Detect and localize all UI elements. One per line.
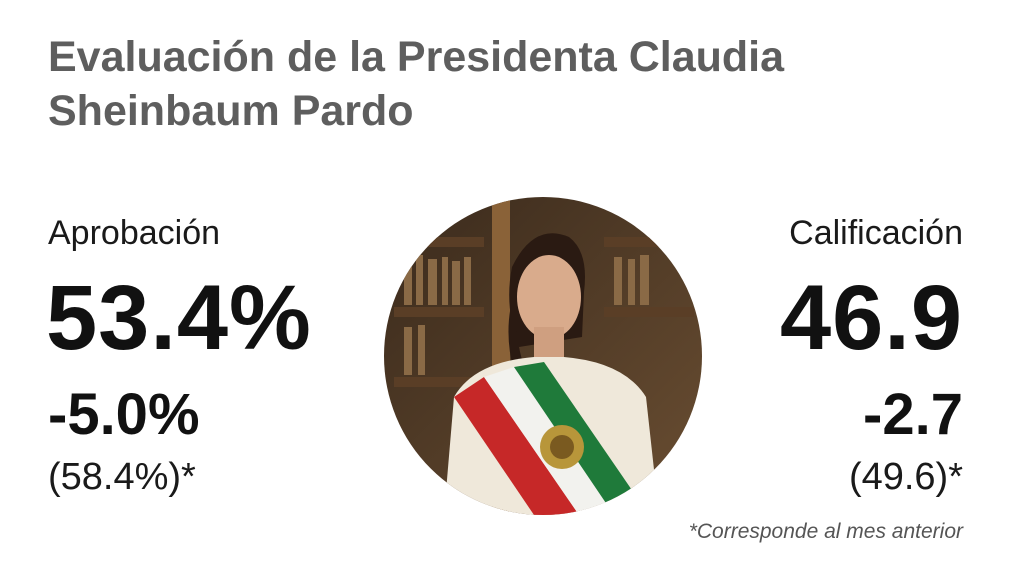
rating-label: Calificación — [789, 214, 963, 252]
approval-value: 53.4% — [46, 267, 312, 369]
page-title: Evaluación de la Presidenta Claudia Shei… — [48, 33, 785, 135]
rating-change: -2.7 — [863, 382, 963, 447]
approval-label: Aprobación — [48, 214, 221, 252]
approval-previous: (58.4%)* — [48, 456, 196, 498]
footnote: *Corresponde al mes anterior — [688, 520, 963, 543]
rating-value: 46.9 — [779, 267, 963, 369]
portrait-photo — [384, 197, 702, 515]
rating-previous: (49.6)* — [848, 456, 963, 498]
approval-change: -5.0% — [48, 382, 200, 447]
bookshelf-icon — [394, 237, 694, 387]
portrait-illustration — [384, 197, 702, 515]
